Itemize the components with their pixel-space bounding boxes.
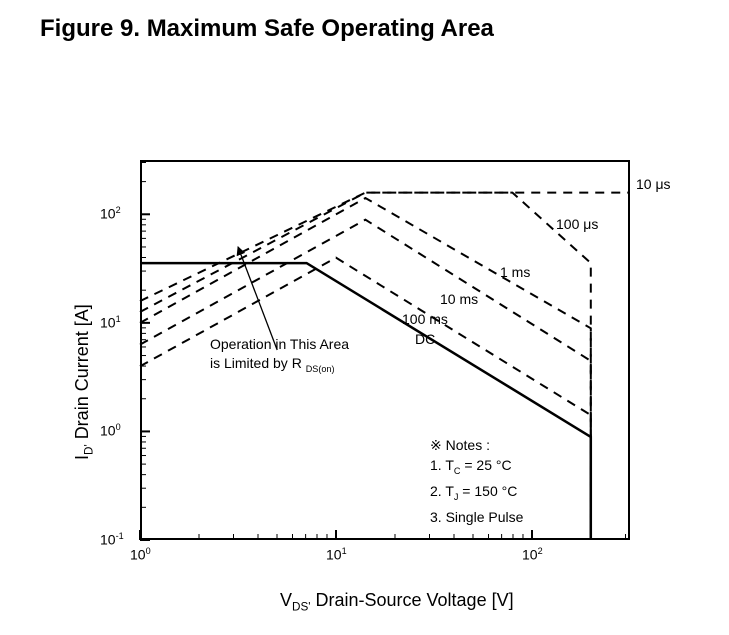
x-tick-label-2: 102 <box>522 546 543 563</box>
y-tick-label--1: 10-1 <box>100 531 124 548</box>
figure-title: Figure 9. Maximum Safe Operating Area <box>40 15 494 43</box>
series-label-dc: DC <box>415 330 435 349</box>
notes-box: ※ Notes : 1. TC = 25 °C 2. TJ = 150 °C 3… <box>430 435 523 528</box>
rdson-annotation-line2: is Limited by R DS(on) <box>210 355 335 371</box>
y-axis-label: ID' Drain Current [A] <box>72 304 96 460</box>
series-label-100ms: 100 ms <box>402 310 448 329</box>
x-axis-label: VDS' Drain-Source Voltage [V] <box>280 590 514 614</box>
notes-item-3: 3. Single Pulse <box>430 507 523 527</box>
y-tick-label-2: 102 <box>100 205 121 222</box>
series-label-1ms: 1 ms <box>500 263 530 282</box>
series-label-10us: 10 μs <box>636 175 671 194</box>
notes-item-2: 2. TJ = 150 °C <box>430 481 523 507</box>
y-tick-label-0: 100 <box>100 422 121 439</box>
rdson-annotation-line1: Operation in This Area <box>210 336 349 352</box>
notes-header: ※ Notes : <box>430 435 523 455</box>
series-label-10ms: 10 ms <box>440 290 478 309</box>
series-label-100us: 100 μs <box>556 215 598 234</box>
rdson-annotation: Operation in This Area is Limited by R D… <box>210 335 349 379</box>
notes-item-1: 1. TC = 25 °C <box>430 455 523 481</box>
x-tick-label-1: 101 <box>326 546 347 563</box>
x-tick-label-0: 100 <box>130 546 151 563</box>
figure-container: Figure 9. Maximum Safe Operating Area ID… <box>0 0 729 635</box>
y-tick-label-1: 101 <box>100 314 121 331</box>
